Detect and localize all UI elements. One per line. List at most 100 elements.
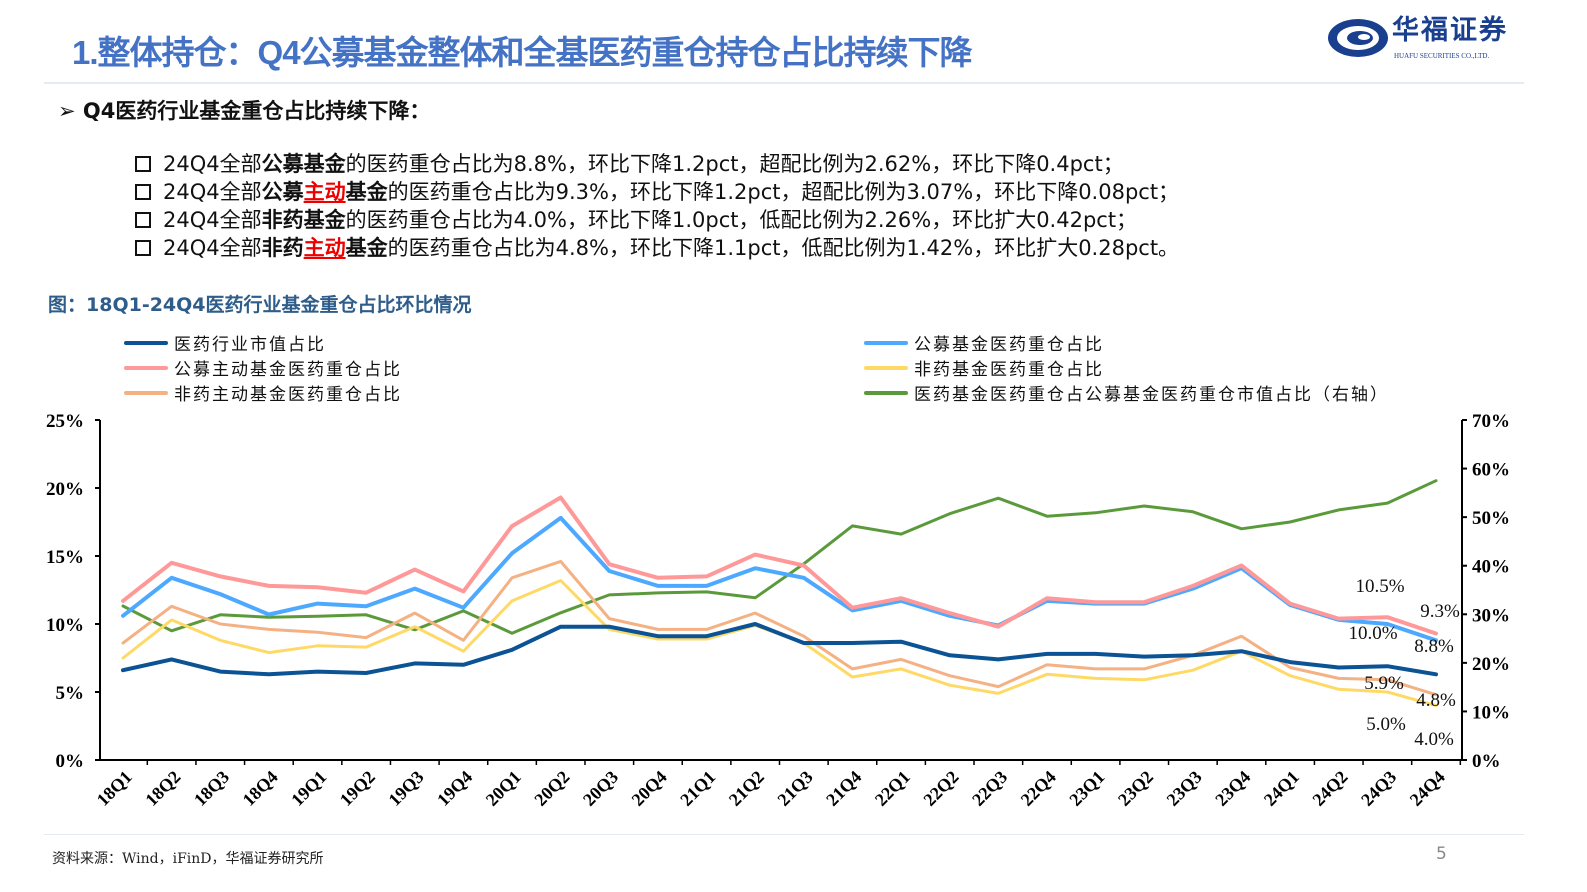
x-axis-tick-label: 21Q3 xyxy=(773,767,816,810)
bullet-text-segment: 公募基金 xyxy=(261,152,346,176)
x-axis-tick-label: 18Q1 xyxy=(93,767,136,810)
bullet-item: 24Q4全部非药主动基金的医药重仓占比为4.8%，环比下降1.1pct，低配比例… xyxy=(135,234,1179,262)
bullet-text-segment: 的医药重仓占比为8.8%，环比下降1.2pct，超配比例为2.62%，环比下降0… xyxy=(345,152,1124,176)
data-label: 4.8% xyxy=(1416,690,1456,711)
series-line xyxy=(121,559,1438,697)
bullet-list: 24Q4全部公募基金的医药重仓占比为8.8%，环比下降1.2pct，超配比例为2… xyxy=(135,150,1179,262)
series-line xyxy=(121,622,1438,677)
x-axis-tick-label: 21Q4 xyxy=(822,767,865,810)
legend-label: 非药基金医药重仓占比 xyxy=(914,360,1104,380)
bullet-text-segment: 非药基金 xyxy=(261,208,346,232)
bullet-text-segment: 24Q4全部 xyxy=(163,180,262,204)
x-axis-tick-label: 19Q4 xyxy=(433,767,476,810)
bullet-text-segment: 24Q4全部 xyxy=(163,152,262,176)
x-axis-tick-label: 24Q2 xyxy=(1308,767,1351,810)
legend-item: 公募基金医药重仓占比 xyxy=(864,335,1104,356)
legend-item: 医药行业市值占比 xyxy=(124,335,326,356)
data-label: 5.9% xyxy=(1364,673,1404,694)
page-number: 5 xyxy=(1436,844,1447,864)
x-axis-tick-label: 19Q3 xyxy=(384,767,427,810)
logo-swirl-icon xyxy=(1328,19,1388,57)
x-axis-tick-label: 19Q1 xyxy=(287,767,330,810)
square-bullet-icon xyxy=(135,156,151,172)
right-axis-tick-label: 60% xyxy=(1472,460,1510,481)
x-axis-tick-label: 24Q1 xyxy=(1260,767,1303,810)
legend-swatch xyxy=(864,366,908,370)
series-line xyxy=(121,515,1438,643)
x-axis-tick-label: 21Q1 xyxy=(676,767,719,810)
header-divider xyxy=(44,82,1524,84)
bullet-text-segment: 非药 xyxy=(261,236,304,260)
legend-label: 公募基金医药重仓占比 xyxy=(914,335,1104,355)
data-label: 5.0% xyxy=(1366,714,1406,735)
x-axis-tick-label: 19Q2 xyxy=(336,767,379,810)
arrow-bullet-icon: ➢ xyxy=(58,99,76,123)
section-heading: ➢ Q4医药行业基金重仓占比持续下降： xyxy=(58,98,430,124)
left-axis-tick-label: 15% xyxy=(46,547,84,568)
x-axis-tick-label: 23Q1 xyxy=(1065,767,1108,810)
square-bullet-icon xyxy=(135,240,151,256)
legend-item: 公募主动基金医药重仓占比 xyxy=(124,360,402,381)
left-axis-tick-label: 0% xyxy=(56,751,85,772)
x-axis-tick-label: 18Q3 xyxy=(190,767,233,810)
left-axis-tick-label: 20% xyxy=(46,479,84,500)
right-axis-tick-label: 30% xyxy=(1472,605,1510,626)
bullet-item: 24Q4全部公募基金的医药重仓占比为8.8%，环比下降1.2pct，超配比例为2… xyxy=(135,150,1179,178)
bullet-text-segment: 主动 xyxy=(303,180,346,204)
bullet-text-segment: 的医药重仓占比为4.0%，环比下降1.0pct，低配比例为2.26%，环比扩大0… xyxy=(345,208,1138,232)
legend-swatch xyxy=(124,341,168,345)
section-heading-text: Q4医药行业基金重仓占比持续下降： xyxy=(82,99,431,123)
x-axis-tick-label: 24Q3 xyxy=(1357,767,1400,810)
square-bullet-icon xyxy=(135,184,151,200)
series-line xyxy=(121,495,1438,636)
right-axis-tick-label: 40% xyxy=(1472,557,1510,578)
x-axis-tick-label: 23Q4 xyxy=(1211,767,1254,810)
legend-swatch xyxy=(864,391,908,395)
right-axis-tick-label: 70% xyxy=(1472,411,1510,432)
footer-divider xyxy=(44,834,1524,835)
x-axis-tick-label: 22Q2 xyxy=(919,767,962,810)
x-axis-tick-label: 24Q4 xyxy=(1406,767,1449,810)
legend-label: 非药主动基金医药重仓占比 xyxy=(174,385,402,405)
legend-item: 医药基金医药重仓占公募基金医药重仓市值占比（右轴） xyxy=(864,385,1389,406)
bullet-text-segment: 的医药重仓占比为9.3%，环比下降1.2pct，超配比例为3.07%，环比下降0… xyxy=(387,180,1180,204)
bullet-text-segment: 24Q4全部 xyxy=(163,208,262,232)
series-line xyxy=(121,479,1438,635)
x-axis-tick-label: 22Q4 xyxy=(1017,767,1060,810)
bullet-text-segment: 主动 xyxy=(303,236,346,260)
legend-swatch xyxy=(124,391,168,395)
legend-swatch xyxy=(864,341,908,345)
legend-swatch xyxy=(124,366,168,370)
series-line xyxy=(121,579,1438,708)
logo-text-en: HUAFU SECURITIES CO.,LTD. xyxy=(1394,52,1490,60)
legend-label: 医药行业市值占比 xyxy=(174,335,326,355)
bullet-text-segment: 基金 xyxy=(345,236,388,260)
x-axis-tick-label: 20Q4 xyxy=(628,767,671,810)
x-axis-tick-label: 21Q2 xyxy=(725,767,768,810)
data-label: 4.0% xyxy=(1414,729,1454,750)
right-axis-tick-label: 20% xyxy=(1472,654,1510,675)
data-label: 9.3% xyxy=(1420,601,1460,622)
bullet-text-segment: 公募 xyxy=(261,180,304,204)
bullet-text-segment: 24Q4全部 xyxy=(163,236,262,260)
bullet-item: 24Q4全部非药基金的医药重仓占比为4.0%，环比下降1.0pct，低配比例为2… xyxy=(135,206,1179,234)
right-axis-tick-label: 50% xyxy=(1472,508,1510,529)
legend-label: 公募主动基金医药重仓占比 xyxy=(174,360,402,380)
x-axis-tick-label: 23Q2 xyxy=(1114,767,1157,810)
left-axis-tick-label: 10% xyxy=(46,615,84,636)
x-axis-tick-label: 22Q1 xyxy=(871,767,914,810)
bullet-text-segment: 的医药重仓占比为4.8%，环比下降1.1pct，低配比例为1.42%，环比扩大0… xyxy=(387,236,1180,260)
x-axis-tick-label: 22Q3 xyxy=(968,767,1011,810)
logo-text-cn: 华福证券 xyxy=(1392,15,1508,46)
data-label: 8.8% xyxy=(1414,636,1454,657)
left-axis-tick-label: 25% xyxy=(46,411,84,432)
figure-title: 图：18Q1-24Q4医药行业基金重仓占比环比情况 xyxy=(48,294,472,316)
data-label: 10.0% xyxy=(1348,623,1397,644)
slide-title: 1.整体持仓：Q4公募基金整体和全基医药重仓持仓占比持续下降 xyxy=(72,34,973,71)
right-axis-tick-label: 0% xyxy=(1472,751,1501,772)
left-axis-tick-label: 5% xyxy=(56,683,85,704)
bullet-item: 24Q4全部公募主动基金的医药重仓占比为9.3%，环比下降1.2pct，超配比例… xyxy=(135,178,1179,206)
source-note: 资料来源：Wind，iFinD，华福证券研究所 xyxy=(52,851,324,867)
